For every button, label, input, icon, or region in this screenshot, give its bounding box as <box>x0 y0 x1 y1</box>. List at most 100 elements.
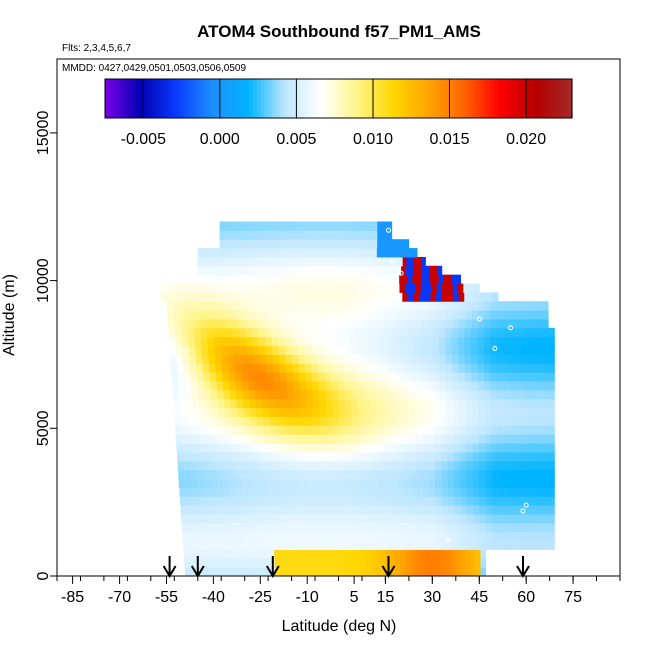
heatmap-cell <box>235 567 241 577</box>
heatmap-cell <box>427 318 435 329</box>
heatmap-cell <box>421 416 429 426</box>
heatmap-cell <box>451 327 459 338</box>
heatmap-cell <box>421 265 426 276</box>
heatmap-cell <box>257 434 265 444</box>
heatmap-cell <box>387 327 395 338</box>
heatmap-cell <box>291 336 298 347</box>
heatmap-cell <box>301 239 306 249</box>
heatmap-cell <box>548 487 555 497</box>
heatmap-cell <box>220 256 225 267</box>
heatmap-cell <box>227 292 234 302</box>
heatmap-cell <box>329 327 337 338</box>
heatmap-cell <box>215 354 222 364</box>
heatmap-cell <box>311 372 319 382</box>
flights-note: Flts: 2,3,4,5,6,7 <box>62 43 131 54</box>
heatmap-cell <box>293 381 300 391</box>
heatmap-cell <box>256 407 264 417</box>
heatmap-cell <box>172 389 180 400</box>
heatmap-cell <box>439 381 447 391</box>
heatmap-cell <box>302 230 307 240</box>
heatmap-cell <box>348 230 353 240</box>
heatmap-cell <box>193 318 200 329</box>
heatmap-cell <box>466 487 474 497</box>
heatmap-cell <box>276 239 281 249</box>
heatmap-cell <box>528 354 536 364</box>
heatmap-cell <box>303 469 311 480</box>
heatmap-cell <box>351 239 356 249</box>
heatmap-cell <box>349 354 357 364</box>
heatmap-cell <box>205 318 213 329</box>
heatmap-cell <box>477 327 485 338</box>
heatmap-cell <box>266 487 274 497</box>
heatmap-cell <box>479 478 486 488</box>
heatmap-cell <box>486 540 493 550</box>
heatmap-cell <box>333 274 339 285</box>
heatmap-cell <box>315 460 323 471</box>
heatmap-cell <box>230 310 238 320</box>
heatmap-cell <box>441 478 449 488</box>
heatmap-cell <box>273 487 280 497</box>
heatmap-cell <box>541 522 549 533</box>
heatmap-cell <box>173 310 181 320</box>
heatmap-cell <box>464 372 472 382</box>
heatmap-cell <box>399 239 403 249</box>
heatmap-cell <box>334 221 338 231</box>
heatmap-cell <box>221 451 228 462</box>
heatmap-cell <box>355 239 359 249</box>
heatmap-cell <box>306 292 313 302</box>
heatmap-cell <box>394 549 401 559</box>
heatmap-cell <box>214 345 222 355</box>
heatmap-cell <box>306 301 314 311</box>
heatmap-cell <box>199 513 207 524</box>
heatmap-cell <box>535 363 543 373</box>
heatmap-cell <box>352 425 359 435</box>
heatmap-cell <box>380 558 386 568</box>
heatmap-cell <box>485 478 493 488</box>
colorbar-segment <box>451 79 456 118</box>
heatmap-cell <box>282 239 287 249</box>
heatmap-cell <box>298 283 305 293</box>
heatmap-cell <box>253 469 261 480</box>
heatmap-cell <box>402 292 409 302</box>
heatmap-cell <box>172 381 179 391</box>
heatmap-cell <box>200 425 208 435</box>
heatmap-cell <box>340 443 347 453</box>
heatmap-cell <box>308 221 312 231</box>
heatmap-cell <box>325 398 333 409</box>
heatmap-cell <box>541 318 549 329</box>
heatmap-cell <box>445 336 453 347</box>
heatmap-cell <box>397 451 404 462</box>
heatmap-cell <box>510 469 518 480</box>
heatmap-cell <box>405 265 410 276</box>
heatmap-cell <box>252 460 260 471</box>
heatmap-cell <box>370 318 378 329</box>
heatmap-cell <box>484 310 492 320</box>
heatmap-cell <box>294 549 300 559</box>
heatmap-cell <box>478 451 486 462</box>
sample-marker <box>389 260 395 266</box>
heatmap-cell <box>385 496 393 506</box>
colorbar-segment <box>256 79 262 118</box>
heatmap-cell <box>535 301 543 311</box>
heatmap-cell <box>236 389 244 400</box>
heatmap-cell <box>311 354 318 364</box>
heatmap-cell <box>329 558 336 568</box>
heatmap-cell <box>272 469 279 480</box>
heatmap-cell <box>405 239 410 249</box>
heatmap-cell <box>279 549 285 559</box>
heatmap-cell <box>251 540 258 550</box>
heatmap-cell <box>345 230 350 240</box>
heatmap-cell <box>205 292 212 302</box>
heatmap-cell <box>233 345 241 355</box>
heatmap-cell <box>304 549 310 559</box>
heatmap-cell <box>408 310 416 320</box>
heatmap-cell <box>247 478 255 488</box>
heatmap-cell <box>186 496 194 506</box>
heatmap-cell <box>389 398 397 409</box>
heatmap-cell <box>496 363 504 373</box>
heatmap-cell <box>173 398 181 409</box>
heatmap-cell <box>248 496 256 506</box>
heatmap-cell <box>490 363 498 373</box>
heatmap-cell <box>472 460 480 471</box>
heatmap-cell <box>285 363 293 373</box>
